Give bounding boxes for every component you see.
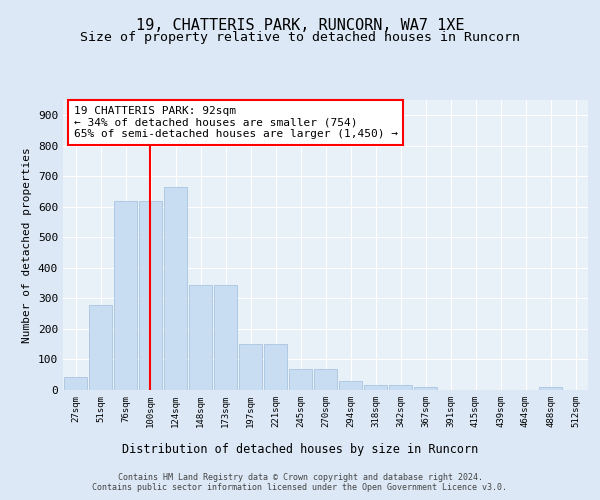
Text: Size of property relative to detached houses in Runcorn: Size of property relative to detached ho…: [80, 31, 520, 44]
Bar: [214, 284, 238, 390]
Bar: [164, 187, 187, 390]
Bar: [89, 304, 112, 390]
Bar: [188, 284, 212, 390]
Y-axis label: Number of detached properties: Number of detached properties: [22, 147, 32, 343]
Text: Contains HM Land Registry data © Crown copyright and database right 2024.: Contains HM Land Registry data © Crown c…: [118, 472, 482, 482]
Bar: [289, 369, 313, 390]
Bar: [389, 386, 412, 390]
Bar: [64, 377, 88, 390]
Bar: [263, 344, 287, 390]
Text: Contains public sector information licensed under the Open Government Licence v3: Contains public sector information licen…: [92, 484, 508, 492]
Bar: [364, 386, 388, 390]
Bar: [239, 344, 262, 390]
Bar: [314, 369, 337, 390]
Bar: [413, 387, 437, 390]
Text: 19, CHATTERIS PARK, RUNCORN, WA7 1XE: 19, CHATTERIS PARK, RUNCORN, WA7 1XE: [136, 18, 464, 32]
Bar: [113, 200, 137, 390]
Text: 19 CHATTERIS PARK: 92sqm
← 34% of detached houses are smaller (754)
65% of semi-: 19 CHATTERIS PARK: 92sqm ← 34% of detach…: [74, 106, 398, 139]
Bar: [139, 200, 163, 390]
Bar: [338, 382, 362, 390]
Text: Distribution of detached houses by size in Runcorn: Distribution of detached houses by size …: [122, 442, 478, 456]
Bar: [539, 387, 562, 390]
